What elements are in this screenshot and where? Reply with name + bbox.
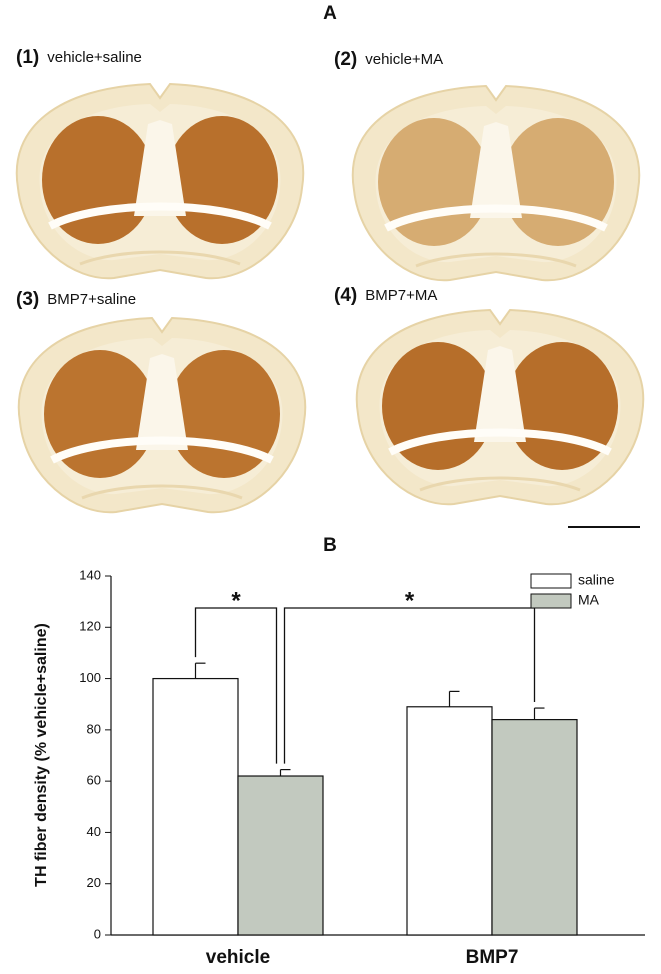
image-number: (1) — [16, 47, 39, 68]
image-caption: (1) vehicle+saline — [16, 47, 142, 68]
y-tick-label: 80 — [87, 721, 101, 736]
image-label: BMP7+saline — [47, 291, 136, 308]
significance-bracket — [283, 607, 536, 764]
legend-label: MA — [578, 592, 600, 608]
image-caption: (3) BMP7+saline — [16, 289, 136, 310]
image-number: (4) — [334, 285, 357, 306]
image-caption: (2) vehicle+MA — [334, 49, 443, 70]
significance-bracket — [194, 607, 278, 764]
x-tick-label: BMP7 — [466, 947, 519, 968]
panel-label: B — [323, 535, 337, 556]
image-number: (3) — [16, 289, 39, 310]
y-axis-title: TH fiber density (% vehicle+saline) — [33, 623, 50, 887]
image-label: BMP7+MA — [365, 287, 437, 304]
bar — [406, 706, 493, 936]
y-tick-label: 0 — [94, 926, 101, 941]
y-tick-label: 100 — [79, 670, 101, 685]
image-caption: (4) BMP7+MA — [334, 285, 437, 306]
brain-section — [17, 84, 304, 278]
image-label: vehicle+saline — [47, 49, 142, 66]
legend-label: saline — [578, 572, 615, 588]
significance-mark: * — [405, 587, 415, 614]
brain-section — [353, 86, 640, 280]
y-tick-label: 140 — [79, 567, 101, 582]
legend-swatch — [530, 573, 572, 589]
bar — [237, 775, 324, 936]
image-number: (2) — [334, 49, 357, 70]
bar — [152, 677, 239, 936]
x-tick-label: vehicle — [206, 947, 270, 968]
brain-section — [19, 318, 306, 512]
y-tick-label: 40 — [87, 824, 101, 839]
brain-section — [357, 310, 644, 504]
significance-mark: * — [231, 587, 241, 614]
legend-swatch — [530, 593, 572, 609]
y-tick-label: 60 — [87, 773, 101, 788]
image-label: vehicle+MA — [365, 51, 443, 68]
panel-label: A — [323, 3, 337, 24]
y-tick-label: 20 — [87, 875, 101, 890]
bar — [491, 718, 578, 936]
y-tick-label: 120 — [79, 619, 101, 634]
